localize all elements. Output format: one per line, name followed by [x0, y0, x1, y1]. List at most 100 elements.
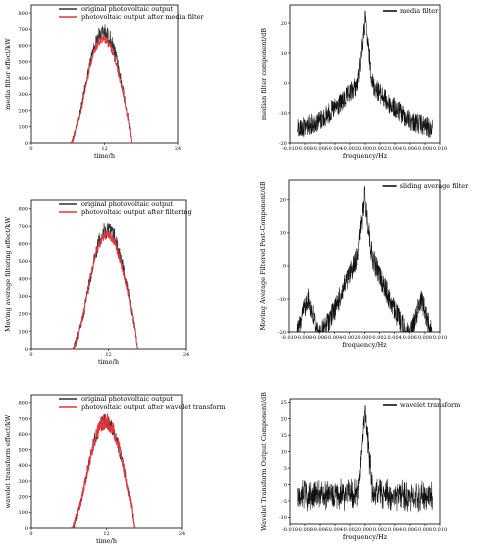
- chart3-ytick-label: 700: [18, 224, 28, 230]
- chart5-xtick-label: 0: [29, 531, 32, 537]
- chart6-ylabel: Wavelet Transform Output Component/dB: [260, 392, 268, 531]
- chart2-xtick-label: -0.002: [342, 146, 358, 152]
- chart1-xtick-label: 12: [101, 146, 107, 152]
- chart3-series-original: [72, 222, 138, 351]
- chart1-ytick-label: 800: [18, 11, 28, 17]
- chart6-ytick-label: -5: [282, 499, 287, 505]
- chart1-series-filtered: [70, 35, 133, 144]
- chart2-xtick-label: 0.000: [358, 146, 372, 152]
- chart5-legend-label-filtered: photovoltaic output after wavelet transf…: [81, 403, 226, 411]
- chart2-ytick-label: 20: [281, 21, 287, 27]
- chart2-xtick-label: -0.010: [282, 146, 298, 152]
- chart6-ytick-label: 20: [281, 417, 287, 423]
- chart3-xlabel: time/h: [98, 358, 119, 366]
- chart2-xtick-label: -0.004: [327, 146, 343, 152]
- chart2-ytick-label: 10: [281, 51, 287, 57]
- chart1-legend-label-filtered: photovoltaic output after media filter: [81, 13, 204, 21]
- chart3-ytick-label: 600: [18, 242, 28, 248]
- chart4-xtick-label: -0.008: [296, 335, 312, 341]
- chart5-xtick-label: 24: [179, 531, 185, 537]
- chart1-ytick-label: 100: [18, 125, 28, 131]
- chart4-xtick-label: 0.002: [372, 335, 386, 341]
- chart4-xtick-label: 0.010: [433, 335, 447, 341]
- chart3-ytick-label: 100: [18, 329, 28, 335]
- chart2-xtick-label: -0.006: [312, 146, 328, 152]
- chart4-legend-label: sliding average filter: [400, 182, 469, 190]
- chart6-xtick-label: 0.008: [418, 527, 432, 533]
- chart4-xtick-label: -0.010: [281, 335, 297, 341]
- chart3-ytick-label: 300: [18, 294, 28, 300]
- chart2-ylabel: median filter component/dB: [260, 28, 268, 120]
- chart6-xtick-label: 0.000: [358, 527, 372, 533]
- chart5-ytick-label: 500: [18, 448, 28, 454]
- chart2-xtick-label: 0.002: [373, 146, 387, 152]
- chart3-series-filtered: [72, 230, 138, 350]
- chart2-xtick-label: -0.008: [297, 146, 313, 152]
- chart4-ytick-label: -10: [278, 297, 286, 303]
- chart2-xtick-label: 0.004: [388, 146, 402, 152]
- chart2-ytick-label: -10: [279, 111, 287, 117]
- chart2-xtick-label: 0.010: [433, 146, 447, 152]
- chart3-ytick-label: 0: [25, 347, 28, 353]
- chart6-xtick-label: -0.008: [297, 527, 313, 533]
- chart3-xtick-label: 0: [29, 352, 32, 358]
- chart6-xtick-label: 0.006: [403, 527, 417, 533]
- chart4-xtick-label: 0.004: [388, 335, 402, 341]
- chart6-ytick-label: 0: [284, 482, 287, 488]
- chart5-xlabel: time/h: [96, 537, 117, 545]
- chart1-plot-frame: [30, 4, 179, 144]
- chart2-xlabel: frequency/Hz: [343, 152, 388, 160]
- chart6-xtick-label: -0.006: [312, 527, 328, 533]
- chart1-ytick-label: 200: [18, 108, 28, 114]
- chart1-xtick-label: 24: [175, 146, 181, 152]
- chart4-xtick-label: -0.002: [341, 335, 357, 341]
- chart6-legend-label: wavelet transform: [400, 401, 460, 409]
- chart4-xtick-label: 0.000: [357, 335, 371, 341]
- chart2-ytick-label: 0: [284, 81, 287, 87]
- chart4-xtick-label: 0.006: [403, 335, 417, 341]
- chart4-ytick-label: -20: [278, 330, 286, 336]
- chart6-series-spectrum: [297, 405, 433, 513]
- chart6-xtick-label: 0.002: [373, 527, 387, 533]
- chart2-series-spectrum: [297, 10, 433, 138]
- chart3-ylabel: Moving average filtering effect/kW: [4, 217, 12, 332]
- chart4-ytick-label: 0: [283, 264, 286, 270]
- chart1-legend-label-original: original photovoltaic output: [81, 5, 173, 13]
- chart5-ylabel: wavelet transform effect/kW: [4, 414, 12, 508]
- chart6-ytick-label: 25: [281, 400, 287, 406]
- chart4-xtick-label: -0.006: [311, 335, 327, 341]
- chart1-ytick-label: 400: [18, 76, 28, 82]
- chart1-ytick-label: 500: [18, 60, 28, 66]
- chart5-ytick-label: 800: [18, 401, 28, 407]
- chart5-ytick-label: 300: [18, 479, 28, 485]
- chart2-ytick-label: -20: [279, 141, 287, 147]
- chart6-xtick-label: -0.004: [327, 527, 343, 533]
- chart3-xtick-label: 12: [105, 352, 111, 358]
- chart4-xtick-label: 0.008: [418, 335, 432, 341]
- chart6-xtick-label: -0.010: [282, 527, 298, 533]
- chart1-ytick-label: 700: [18, 27, 28, 33]
- chart5-ytick-label: 200: [18, 495, 28, 501]
- chart2-legend-label: media filter: [400, 7, 439, 15]
- chart3-ytick-label: 800: [18, 207, 28, 213]
- chart6-xtick-label: 0.010: [433, 527, 447, 533]
- chart3-ytick-label: 400: [18, 277, 28, 283]
- chart3-legend-label-filtered: photovoltaic output after filtering: [81, 208, 192, 216]
- chart1-ytick-label: 300: [18, 92, 28, 98]
- chart5-series-filtered: [71, 413, 136, 529]
- chart2-xtick-label: 0.008: [418, 146, 432, 152]
- chart1-xlabel: time/h: [94, 152, 115, 160]
- chart1-ytick-label: 0: [25, 141, 28, 147]
- chart5-series-original: [71, 413, 135, 529]
- chart1-ylabel: media filter effect/kW: [4, 38, 12, 110]
- chart6-ytick-label: 5: [284, 466, 287, 472]
- chart4-xtick-label: -0.004: [326, 335, 342, 341]
- chart4-series-spectrum: [296, 186, 433, 333]
- chart5-plot-frame: [30, 394, 183, 529]
- chart5-ytick-label: 100: [18, 510, 28, 516]
- chart3-xtick-label: 24: [183, 352, 189, 358]
- chart5-legend-label-original: original photovoltaic output: [81, 395, 173, 403]
- chart1-ytick-label: 600: [18, 43, 28, 49]
- chart6-xtick-label: -0.002: [342, 527, 358, 533]
